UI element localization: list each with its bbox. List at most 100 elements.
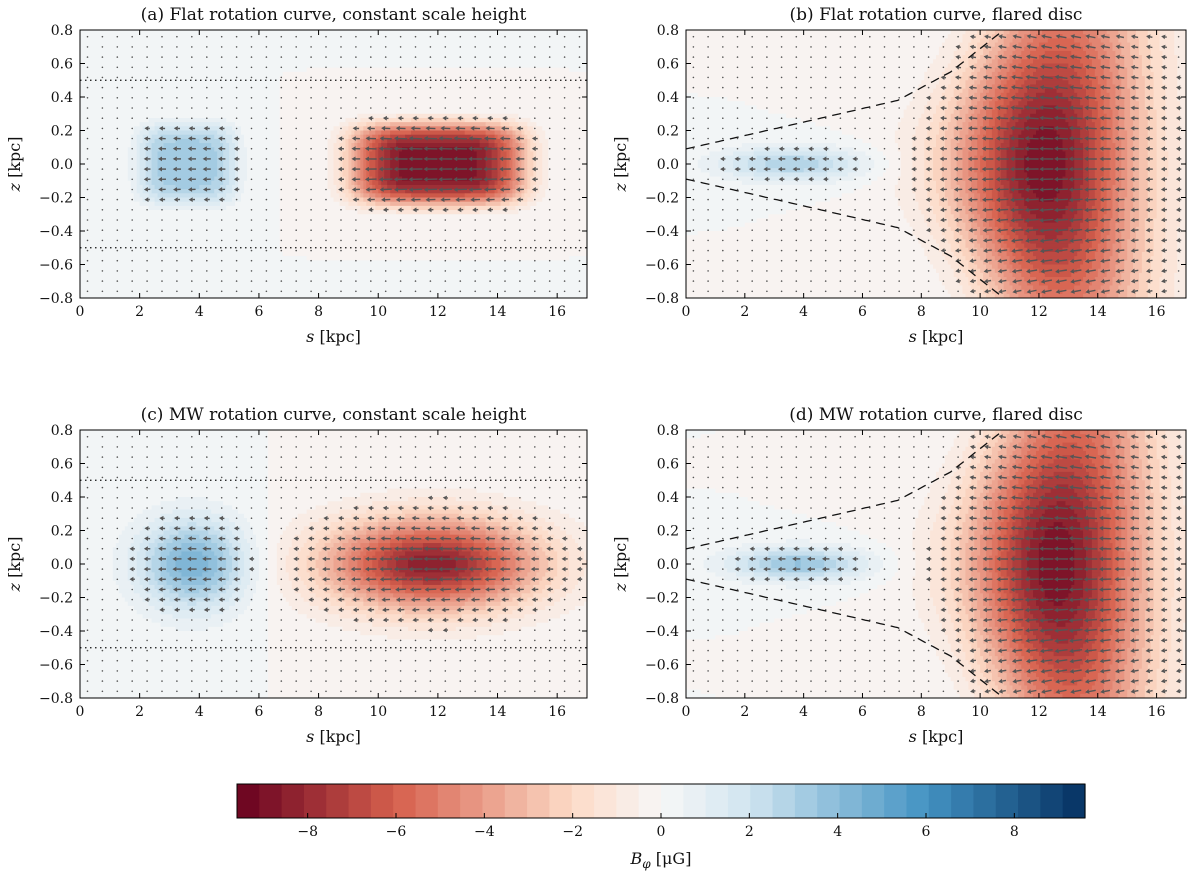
vector-dot [86, 86, 89, 89]
heatmap-cell [977, 143, 984, 148]
heatmap-cell [333, 180, 341, 186]
x-tick-label: 4 [195, 304, 204, 320]
heatmap-cell [986, 239, 993, 245]
heatmap-cell [1018, 260, 1031, 266]
heatmap-cell [1009, 222, 1019, 228]
vector-dot [824, 188, 827, 191]
vector-arrowhead [515, 146, 520, 152]
heatmap-cell [1156, 214, 1167, 220]
heatmap-cell [1094, 226, 1105, 232]
vector-dot [534, 239, 536, 242]
heatmap-cell [947, 34, 964, 39]
heatmap-cell [912, 172, 925, 178]
vector-arrowhead [187, 166, 192, 172]
vector-arrowhead [968, 105, 973, 111]
vector-dot [340, 97, 342, 99]
vector-arrowhead [203, 136, 208, 141]
heatmap-cell [921, 80, 940, 86]
vector-arrowhead [423, 146, 428, 152]
vector-dot [548, 290, 551, 293]
heatmap-cell [524, 172, 528, 178]
vector-dot [206, 249, 208, 252]
heatmap-cell [1138, 50, 1152, 56]
heatmap-cell [1118, 113, 1125, 119]
vector-dot [534, 209, 536, 211]
heatmap-cell [533, 197, 543, 203]
vector-arrowhead [453, 156, 458, 162]
vector-dot [220, 259, 223, 262]
vector-dot [86, 249, 89, 252]
vector-dot [519, 56, 521, 58]
heatmap-cell [238, 159, 248, 165]
vector-dot [280, 239, 283, 242]
heatmap-cell [1153, 92, 1167, 98]
heatmap-cell [912, 189, 928, 194]
heatmap-cell [933, 159, 943, 165]
heatmap-cell [1138, 272, 1152, 278]
heatmap-cell [1103, 155, 1111, 161]
heatmap-cell [1180, 214, 1186, 220]
heatmap-cell [479, 143, 490, 148]
heatmap-cell [1127, 176, 1134, 182]
vector-dot [295, 147, 298, 150]
vector-arrowhead [1010, 217, 1015, 223]
vector-dot [839, 249, 842, 252]
vector-dot [766, 249, 768, 252]
heatmap-cell [1121, 80, 1128, 86]
heatmap-cell [1106, 50, 1117, 56]
heatmap-cell [1044, 272, 1072, 278]
heatmap-cell [223, 164, 230, 169]
heatmap-cell [154, 126, 221, 132]
vector-arrowhead [968, 197, 973, 203]
heatmap-cell [226, 205, 281, 211]
vector-arrowhead [968, 125, 973, 131]
heatmap-cell [1088, 138, 1096, 144]
heatmap-cell [1000, 67, 1011, 73]
vector-dot [250, 76, 253, 79]
heatmap-cell [1012, 113, 1019, 119]
heatmap-cell [871, 143, 899, 148]
vector-dot [176, 280, 178, 282]
heatmap-cell [476, 151, 487, 157]
heatmap-cell [1136, 226, 1146, 232]
vector-arrow [1001, 269, 1007, 272]
vector-dot [578, 97, 581, 99]
heatmap-cell [1147, 34, 1161, 39]
heatmap-cell [1009, 256, 1017, 261]
heatmap-cell [509, 164, 514, 169]
heatmap-cell [1156, 184, 1167, 190]
heatmap-cell [1077, 122, 1087, 127]
heatmap-cell [500, 122, 511, 127]
heatmap-cell [1133, 184, 1140, 190]
y-tick-label: −0.2 [39, 191, 73, 207]
vector-dot [839, 239, 842, 242]
heatmap-cell [1094, 193, 1102, 199]
heatmap-cell [1091, 260, 1102, 266]
vector-dot [116, 137, 119, 140]
vector-arrowhead [968, 207, 973, 213]
heatmap-cell [1133, 147, 1140, 153]
vector-dot [578, 86, 581, 89]
vector-dot [883, 137, 886, 140]
vector-arrowhead [998, 34, 1003, 40]
heatmap-cell [1018, 247, 1028, 253]
vector-dot [722, 56, 724, 58]
panels: 0 2 4 6 8 10 12 14 160.80.60.40.20.0−0.2−0.4−0.6… [5, 5, 1187, 746]
heatmap-cell [1115, 226, 1125, 232]
vector-dot [280, 249, 283, 252]
vector-dot [504, 107, 506, 109]
heatmap-cell [136, 143, 141, 148]
heatmap-cell [1027, 151, 1067, 157]
vector-arrow [1016, 289, 1022, 293]
vector-dot [795, 219, 798, 221]
vector-dot [578, 290, 581, 293]
heatmap-cell [521, 180, 525, 186]
heatmap-cell [1177, 80, 1186, 86]
heatmap-cell [1180, 172, 1186, 178]
heatmap-cell [983, 147, 990, 153]
heatmap-cell [965, 138, 972, 144]
heatmap-cell [375, 205, 412, 211]
vector-dot [280, 188, 283, 191]
heatmap-cell [375, 172, 379, 178]
heatmap-cell [1003, 84, 1014, 90]
